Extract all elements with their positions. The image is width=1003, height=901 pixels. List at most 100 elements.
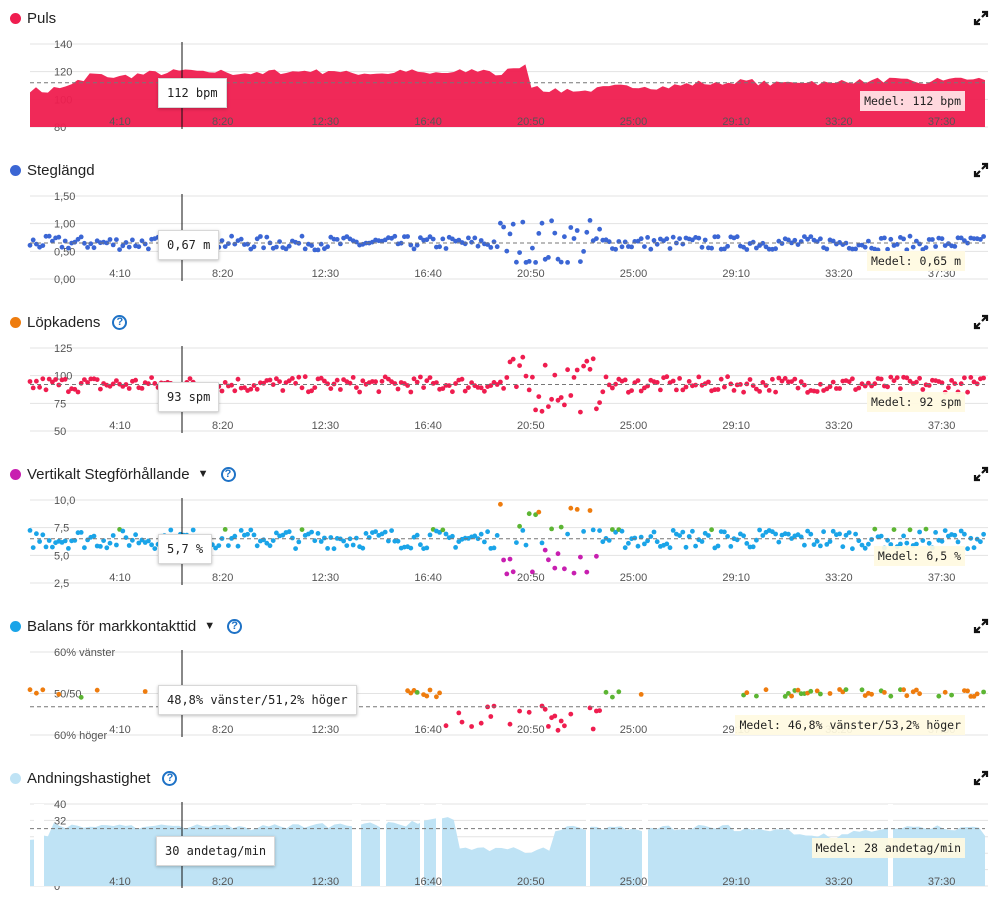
data-point (498, 220, 503, 226)
data-point (773, 531, 778, 537)
data-point (232, 533, 238, 539)
data-point (104, 240, 110, 246)
data-point (891, 527, 897, 532)
data-point (914, 687, 919, 693)
data-gap (642, 804, 648, 886)
data-point (565, 367, 570, 373)
expand-icon[interactable] (973, 770, 989, 786)
data-point (27, 379, 33, 384)
data-point (677, 236, 682, 242)
data-point (981, 531, 986, 537)
data-point (811, 542, 817, 547)
data-point (504, 248, 510, 254)
data-point (568, 711, 574, 717)
data-point (830, 528, 836, 534)
data-point (619, 528, 625, 534)
data-point (568, 505, 574, 511)
data-point (517, 523, 522, 529)
data-point (555, 256, 561, 262)
expand-icon[interactable] (973, 162, 989, 178)
data-point (418, 542, 423, 548)
data-point (46, 376, 52, 382)
data-point (37, 539, 42, 544)
data-point (725, 243, 730, 249)
dropdown-caret-icon[interactable]: ▼ (204, 620, 216, 632)
data-point (901, 687, 906, 693)
data-point (453, 381, 458, 386)
data-point (498, 379, 503, 385)
chart-4[interactable]: 60% vänster 50/50 60% höger 4:10 8:20 12:30 16… (27, 647, 988, 742)
data-point (802, 234, 807, 240)
data-point (478, 385, 484, 391)
expand-icon[interactable] (973, 618, 989, 634)
data-point (283, 246, 289, 252)
x-tick-label: 37:30 (928, 572, 956, 584)
data-point (981, 375, 986, 381)
help-icon[interactable]: ? (227, 618, 243, 634)
data-point (248, 527, 254, 533)
data-point (776, 375, 782, 381)
data-point (770, 376, 775, 382)
x-tick-label: 37:30 (928, 116, 956, 128)
area-series (30, 817, 985, 886)
y-tick-label: 125 (54, 343, 72, 355)
data-point (533, 512, 538, 518)
data-point (421, 385, 426, 390)
data-point (699, 539, 705, 544)
data-point (558, 524, 564, 530)
expand-icon[interactable] (973, 466, 989, 482)
chart-2[interactable]: 125 100 75 50 4:10 8:20 12:30 16:40 20:50 25:00 29… (27, 343, 988, 438)
data-point (917, 691, 922, 697)
data-point (962, 531, 967, 537)
panel-title-text: Vertikalt Stegförhållande (27, 465, 190, 483)
data-point (315, 531, 321, 536)
data-point (808, 234, 814, 240)
chart-3[interactable]: 10,0 7,5 5,0 2,5 4:10 8:20 12:30 16:40 20:50 25:0… (27, 495, 988, 590)
expand-icon[interactable] (973, 10, 989, 26)
data-point (683, 544, 689, 550)
data-point (414, 690, 420, 695)
data-point (590, 527, 596, 533)
data-point (744, 690, 750, 696)
data-point (702, 237, 708, 243)
help-icon[interactable]: ? (112, 314, 128, 330)
data-point (520, 528, 526, 533)
data-point (613, 246, 618, 252)
panel-title: Löpkadens ? (10, 310, 128, 334)
x-tick-label: 33:20 (825, 572, 853, 584)
data-point (843, 687, 849, 692)
data-point (555, 727, 561, 733)
data-gap (586, 804, 590, 886)
data-point (744, 541, 750, 546)
help-icon[interactable]: ? (162, 770, 178, 786)
data-point (427, 687, 433, 693)
data-point (843, 532, 849, 538)
data-point (757, 389, 762, 394)
data-point (926, 540, 932, 546)
data-point (299, 233, 305, 239)
data-point (674, 387, 679, 393)
data-point (507, 231, 513, 237)
data-point (27, 687, 33, 693)
data-point (523, 373, 529, 379)
expand-icon[interactable] (973, 314, 989, 330)
data-point (350, 542, 356, 548)
data-point (760, 240, 766, 246)
data-point (136, 244, 142, 250)
dropdown-caret-icon[interactable]: ▼ (197, 468, 209, 480)
chart-1[interactable]: 1,50 1,00 0,50 0,00 4:10 8:20 12:30 16:40 20:50 2… (27, 191, 988, 286)
data-point (562, 566, 567, 572)
data-point (238, 236, 244, 242)
help-icon[interactable]: ? (220, 466, 236, 482)
data-point (568, 225, 574, 230)
data-point (526, 259, 532, 264)
data-point (78, 234, 84, 240)
data-point (302, 374, 308, 380)
data-point (622, 377, 628, 383)
data-point (818, 543, 823, 549)
data-point (510, 569, 516, 575)
data-point (549, 396, 554, 402)
data-point (725, 374, 730, 380)
data-point (574, 507, 580, 512)
data-point (466, 385, 471, 390)
